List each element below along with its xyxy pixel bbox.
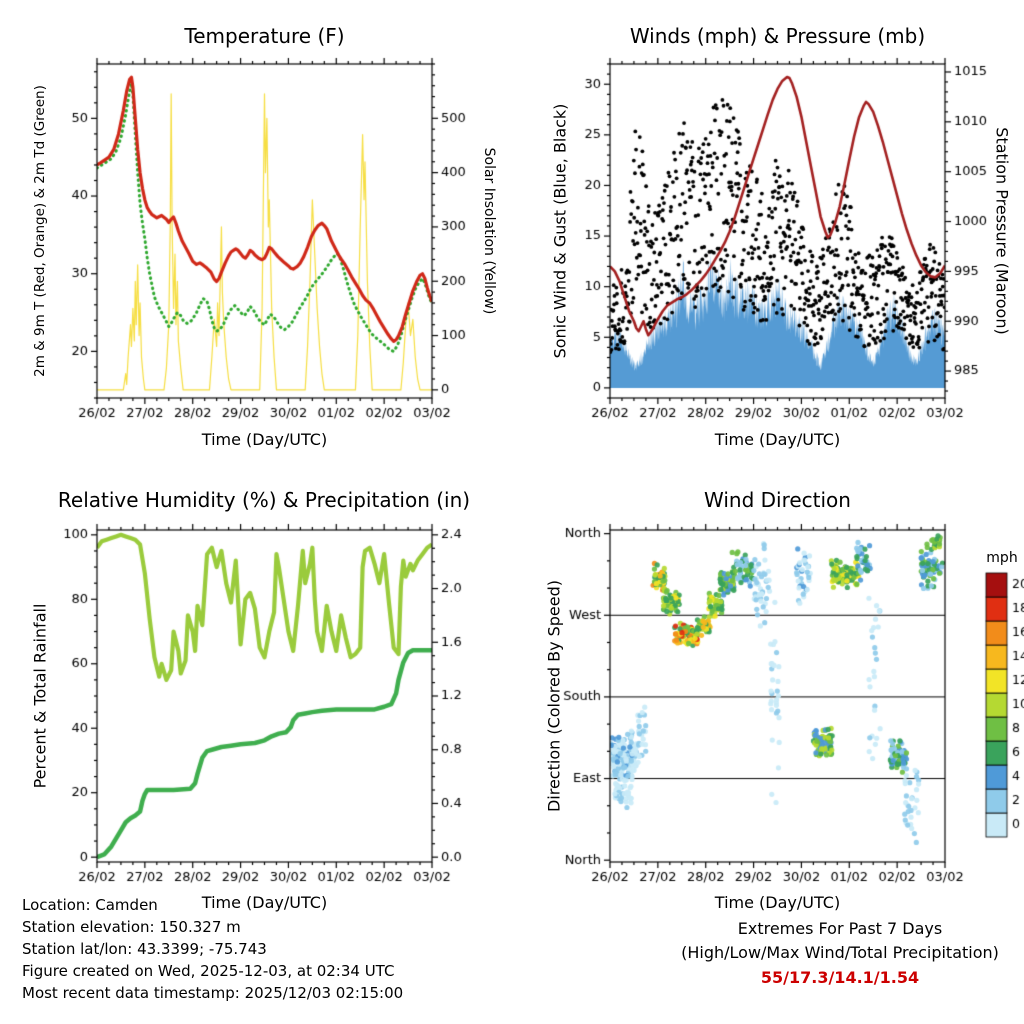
time-axis-label-winds: Time (Day/UTC) (714, 430, 841, 449)
colorbar-title: mph (986, 550, 1018, 566)
wind-direction-title: Wind Direction (704, 488, 851, 512)
direction-left-axis-label: Direction (Colored By Speed) (544, 579, 564, 813)
winds-pressure-panel (610, 64, 945, 398)
temperature-left-axis-label: 2m & 9m T (Red, Orange) & 2m Td (Green) (32, 85, 48, 377)
solar-right-axis-label: Solar Insolation (Yellow) (481, 147, 497, 315)
rh-left-axis-label: Percent & Total Rainfall (30, 603, 50, 789)
station-elevation: Station elevation: 150.327 m (22, 918, 241, 936)
temperature-title: Temperature (F) (184, 24, 345, 48)
most-recent-data-timestamp: Most recent data timestamp: 2025/12/03 0… (22, 984, 404, 1002)
extremes-title: Extremes For Past 7 Days (737, 919, 943, 938)
extremes-subtitle: (High/Low/Max Wind/Total Precipitation) (681, 943, 999, 962)
wind-direction-panel (610, 530, 945, 862)
station-latlon: Station lat/lon: 43.3399; -75.743 (22, 940, 267, 958)
wind-left-axis-label: Sonic Wind & Gust (Blue, Black) (550, 103, 570, 359)
time-axis-label-direction: Time (Day/UTC) (714, 893, 841, 912)
rh-precip-panel (97, 530, 432, 862)
time-axis-label-rh: Time (Day/UTC) (201, 893, 328, 912)
time-axis-label-temperature: Time (Day/UTC) (201, 430, 328, 449)
pressure-right-axis-label: Station Pressure (Maroon) (992, 127, 1012, 335)
figure-created-timestamp: Figure created on Wed, 2025-12-03, at 02… (22, 962, 395, 980)
winds-pressure-title: Winds (mph) & Pressure (mb) (629, 24, 926, 48)
extremes-values: 55/17.3/14.1/1.54 (760, 968, 920, 987)
station-location: Location: Camden (22, 896, 158, 914)
temperature-panel (97, 64, 432, 398)
rh-precip-title: Relative Humidity (%) & Precipitation (i… (57, 488, 471, 512)
